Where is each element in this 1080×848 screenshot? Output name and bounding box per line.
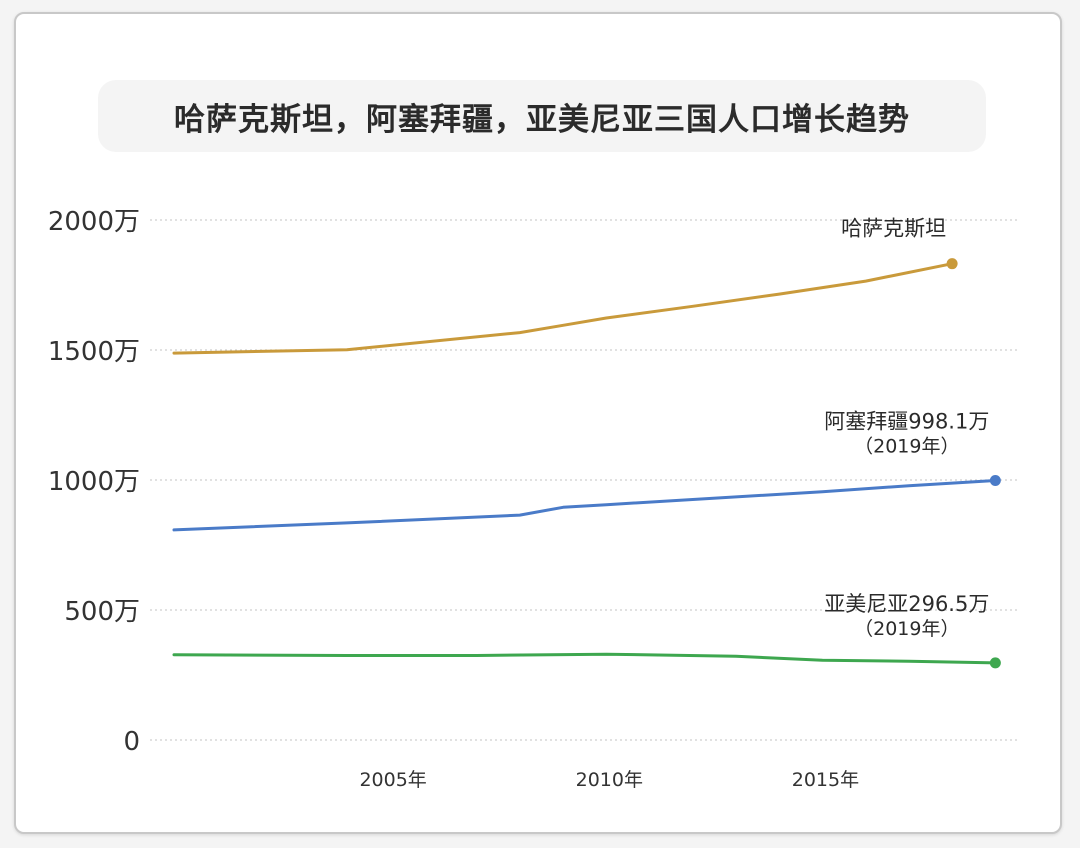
series-label: 阿塞拜疆998.1万 xyxy=(824,409,989,433)
series-end-point xyxy=(989,474,1001,486)
series-end-point xyxy=(989,657,1001,669)
series-lines xyxy=(172,258,1001,669)
series-label: 亚美尼亚296.5万 xyxy=(824,592,989,616)
x-tick-label: 2010年 xyxy=(576,769,643,791)
y-tick-label: 0 xyxy=(123,727,140,757)
chart-title-banner: 哈萨克斯坦，阿塞拜疆，亚美尼亚三国人口增长趋势 xyxy=(98,80,986,152)
series-label: （2019年） xyxy=(854,435,959,457)
series-line xyxy=(172,479,997,532)
series-label: 哈萨克斯坦 xyxy=(841,217,946,241)
series-label: （2019年） xyxy=(854,618,959,640)
series-line xyxy=(172,262,954,355)
y-tick-label: 2000万 xyxy=(48,207,140,237)
y-axis: 0 500万 1000万 1500万 2000万 xyxy=(48,207,140,757)
chart-title: 哈萨克斯坦，阿塞拜疆，亚美尼亚三国人口增长趋势 xyxy=(174,101,910,138)
x-axis: 2005年 2010年 2015年 xyxy=(359,769,859,791)
x-tick-label: 2015年 xyxy=(792,769,859,791)
series-line xyxy=(172,652,997,665)
x-tick-label: 2005年 xyxy=(359,769,426,791)
y-tick-label: 1500万 xyxy=(48,337,140,367)
y-tick-label: 500万 xyxy=(64,597,140,627)
y-tick-label: 1000万 xyxy=(48,467,140,497)
series-end-point xyxy=(946,258,958,270)
chart-card: 哈萨克斯坦，阿塞拜疆，亚美尼亚三国人口增长趋势 xyxy=(14,12,1062,834)
